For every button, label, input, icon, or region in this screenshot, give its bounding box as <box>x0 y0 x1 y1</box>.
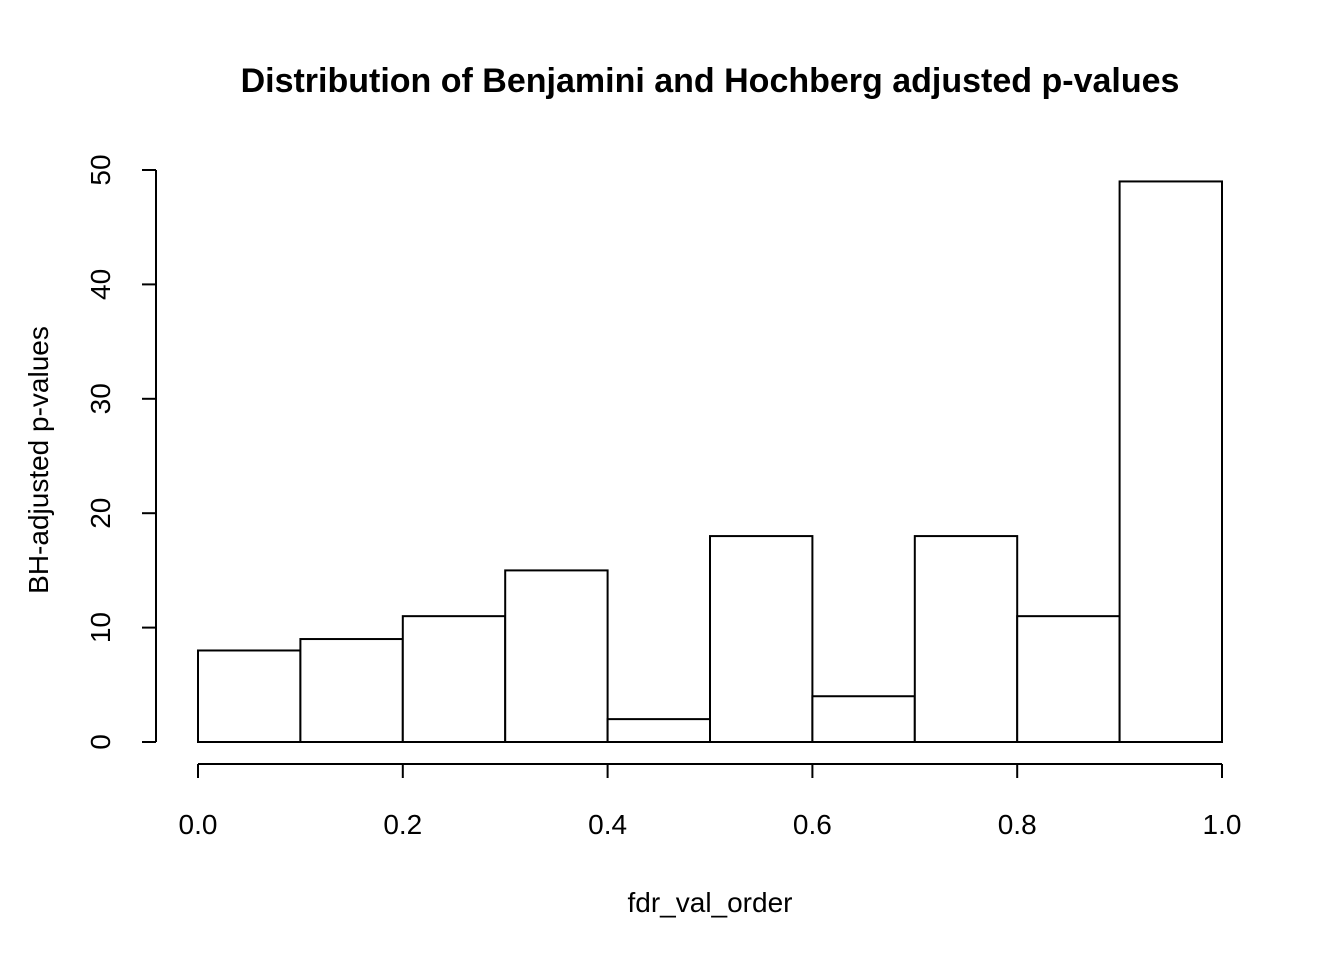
histogram-bar-5 <box>709 535 814 744</box>
x-tick-label-3: 0.6 <box>793 809 832 840</box>
y-axis: 0 10 20 30 40 50 <box>85 154 157 750</box>
histogram-bar-6 <box>811 695 916 743</box>
y-tick-label-0: 0 <box>85 734 116 750</box>
x-tick-label-1: 0.2 <box>383 809 422 840</box>
histogram-bar-9 <box>1118 180 1223 743</box>
x-tick-label-4: 0.8 <box>998 809 1037 840</box>
y-tick-label-4: 40 <box>85 269 116 300</box>
y-tick-label-3: 30 <box>85 383 116 414</box>
histogram-bar-1 <box>299 638 404 743</box>
x-axis-label: fdr_val_order <box>628 887 793 918</box>
histogram-bar-7 <box>913 535 1019 744</box>
x-tick-label-2: 0.4 <box>588 809 627 840</box>
histogram-bar-2 <box>401 615 507 743</box>
histogram-bar-8 <box>1016 615 1121 743</box>
chart-title: Distribution of Benjamini and Hochberg a… <box>241 62 1180 100</box>
x-tick-label-0: 0.0 <box>179 809 218 840</box>
histogram-bar-3 <box>504 569 609 744</box>
x-tick-label-5: 1.0 <box>1203 809 1242 840</box>
bars-group <box>197 180 1223 744</box>
y-tick-label-5: 50 <box>85 154 116 185</box>
y-tick-label-1: 10 <box>85 612 116 643</box>
y-tick-label-2: 20 <box>85 498 116 529</box>
y-axis-label: BH-adjusted p-values <box>23 326 54 594</box>
histogram-bar-0 <box>197 649 302 743</box>
x-axis: 0.0 0.2 0.4 0.6 0.8 1.0 <box>179 763 1242 840</box>
histogram-bar-4 <box>606 718 711 743</box>
